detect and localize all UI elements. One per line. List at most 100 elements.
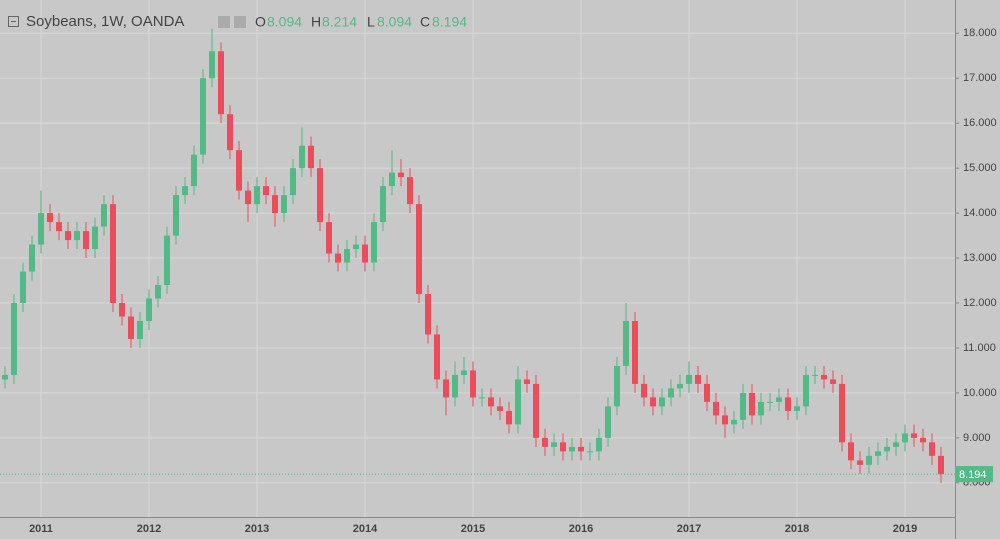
candle-body	[398, 172, 404, 178]
candle-body	[704, 383, 710, 402]
candle-body	[560, 442, 566, 452]
candle-body	[794, 406, 800, 411]
candle-body	[830, 379, 836, 384]
x-tick-label: 2016	[569, 523, 593, 535]
legend-title: Soybeans, 1W, OANDA	[26, 13, 184, 30]
candle-body	[929, 442, 935, 456]
candle-body	[533, 383, 539, 438]
candle-body	[578, 446, 584, 452]
candle-body	[713, 401, 719, 416]
y-tick-label: 17.000	[963, 72, 997, 84]
candle-body	[380, 186, 386, 223]
candle-body	[236, 150, 242, 191]
x-tick-label: 2019	[893, 523, 917, 535]
y-tick-label: 18.000	[963, 27, 997, 39]
candle-body	[695, 374, 701, 384]
candle-body	[632, 320, 638, 384]
candle-body	[893, 442, 899, 447]
candle-body	[29, 244, 35, 272]
candle-body	[875, 451, 881, 456]
legend-close: 8.194	[432, 14, 467, 30]
candle-body	[524, 379, 530, 384]
candle-body	[434, 334, 440, 380]
candle-body	[911, 433, 917, 438]
candle-body	[857, 460, 863, 465]
candle-body	[92, 226, 98, 250]
legend-high: 8.214	[322, 14, 357, 30]
x-tick-label: 2014	[353, 523, 378, 535]
y-tick-label: 11.000	[963, 342, 996, 354]
candle-body	[47, 213, 53, 223]
legend-open: 8.094	[267, 14, 302, 30]
candle-body	[614, 365, 620, 407]
candle-body	[11, 303, 17, 375]
x-tick-label: 2013	[245, 523, 269, 535]
candle-body	[452, 374, 458, 398]
candle-body	[740, 392, 746, 420]
legend: Soybeans, 1W, OANDA O 8.094 H 8.214 L 8.…	[8, 13, 467, 30]
candle-body	[83, 231, 89, 250]
candle-body	[362, 244, 368, 263]
x-tick-label: 2017	[677, 523, 701, 535]
candle-body	[551, 442, 557, 447]
candle-body	[281, 195, 287, 214]
candle-body	[623, 320, 629, 366]
candle-body	[569, 446, 575, 452]
candle-body	[20, 271, 26, 304]
candle-body	[677, 383, 683, 389]
candle-body	[605, 406, 611, 438]
legend-open-label: O	[255, 14, 266, 30]
candle-body	[785, 397, 791, 411]
candle-body	[335, 253, 341, 263]
legend-low-label: L	[367, 14, 375, 30]
candle-body	[866, 455, 872, 465]
candle-body	[668, 388, 674, 398]
candle-body	[407, 177, 413, 205]
candle-body	[344, 249, 350, 263]
candle-body	[812, 374, 818, 376]
candle-body	[389, 172, 395, 187]
candle-body	[38, 213, 44, 245]
candle-body	[587, 451, 593, 453]
y-tick-label: 16.000	[963, 117, 997, 129]
candle-body	[245, 190, 251, 205]
candle-body	[920, 437, 926, 443]
candle-body	[299, 145, 305, 169]
candle-body	[272, 195, 278, 214]
candle-body	[731, 419, 737, 425]
candle-body	[650, 397, 656, 407]
candle-body	[200, 78, 206, 155]
candle-body	[758, 401, 764, 416]
candle-body	[146, 298, 152, 321]
collapse-icon[interactable]	[8, 16, 19, 27]
candle-body	[821, 374, 827, 380]
candle-body	[659, 397, 665, 407]
y-tick-label: 10.000	[963, 387, 997, 399]
candle-body	[722, 415, 728, 425]
y-tick-label: 14.000	[963, 207, 997, 219]
candle-body	[119, 303, 125, 317]
x-tick-label: 2012	[137, 523, 161, 535]
candle-body	[137, 320, 143, 339]
candle-body	[110, 204, 116, 304]
candle-body	[227, 114, 233, 151]
candle-body	[542, 437, 548, 447]
candle-body	[155, 285, 161, 299]
settings-icon[interactable]	[218, 16, 230, 28]
candle-body	[164, 235, 170, 286]
candle-body	[596, 437, 602, 452]
candle-body	[254, 186, 260, 205]
hide-icon[interactable]	[234, 16, 246, 28]
candle-body	[506, 410, 512, 425]
candle-body	[470, 370, 476, 398]
y-tick-label: 13.000	[963, 252, 997, 264]
x-tick-label: 2015	[461, 523, 485, 535]
last-price-label: 8.194	[959, 469, 987, 481]
candle-body	[218, 51, 224, 115]
candle-body	[308, 145, 314, 169]
candle-body	[2, 374, 8, 380]
candle-body	[776, 397, 782, 402]
candle-body	[101, 204, 107, 227]
y-tick-label: 9.000	[963, 432, 991, 444]
